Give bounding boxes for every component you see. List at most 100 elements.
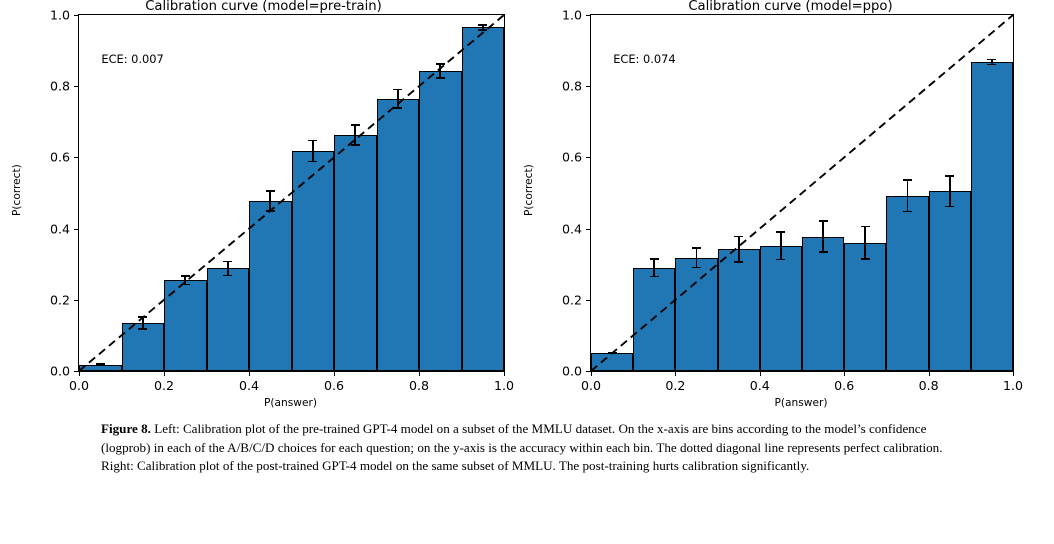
error-bar-cap-bottom bbox=[818, 251, 828, 254]
x-tick-mark bbox=[675, 371, 677, 376]
y-axis-label: P(correct) bbox=[11, 164, 23, 216]
error-bar-cap-bottom bbox=[138, 328, 148, 330]
y-tick-mark bbox=[585, 371, 590, 373]
y-tick-mark bbox=[73, 299, 78, 301]
plot-area-ppo bbox=[590, 14, 1014, 372]
error-bar-cap-top bbox=[903, 179, 912, 182]
error-bar-cap-top bbox=[180, 275, 190, 277]
y-tick-label: 0.4 bbox=[561, 221, 582, 237]
x-tick-mark bbox=[928, 371, 930, 376]
error-bar-line bbox=[864, 225, 867, 260]
x-tick-mark bbox=[249, 371, 251, 376]
x-tick-label: 0.2 bbox=[153, 378, 175, 393]
bar bbox=[928, 191, 971, 371]
x-tick-mark bbox=[1013, 371, 1015, 376]
error-bar-cap-bottom bbox=[95, 364, 105, 366]
error-bar bbox=[221, 260, 235, 277]
error-bar-cap-top bbox=[308, 139, 318, 142]
y-tick-mark bbox=[585, 157, 590, 159]
y-tick-mark bbox=[73, 15, 78, 17]
y-tick-mark bbox=[73, 157, 78, 159]
error-bar-line bbox=[481, 23, 484, 31]
error-bar-cap-bottom bbox=[903, 210, 912, 213]
chart-panel-pre-train: Calibration curve (model=pre-train) 0.0 0… bbox=[0, 0, 527, 410]
ece-annotation: ECE: 0.074 bbox=[613, 52, 676, 67]
error-bar-cap-top bbox=[350, 124, 360, 126]
error-bar-cap-bottom bbox=[987, 63, 997, 66]
x-tick-label: 0.8 bbox=[918, 378, 939, 393]
error-bar bbox=[93, 363, 107, 366]
error-bar-cap-bottom bbox=[180, 283, 190, 286]
x-tick-mark bbox=[591, 371, 593, 376]
y-tick-label: 0.0 bbox=[49, 363, 70, 379]
y-tick-mark bbox=[585, 228, 590, 230]
y-tick-mark bbox=[585, 15, 590, 17]
error-bar-cap-bottom bbox=[223, 274, 233, 277]
bar bbox=[675, 257, 718, 371]
x-tick-mark bbox=[504, 371, 506, 376]
y-tick-label: 0.8 bbox=[49, 78, 70, 94]
error-bar-line bbox=[141, 316, 144, 330]
error-bar-line bbox=[439, 63, 442, 79]
error-bar-line bbox=[653, 258, 656, 278]
error-bar bbox=[348, 124, 362, 146]
x-tick-label: 0.0 bbox=[68, 378, 90, 393]
error-bar-line bbox=[354, 124, 357, 146]
y-tick-mark bbox=[585, 86, 590, 88]
error-bar-line bbox=[226, 260, 229, 277]
bar bbox=[633, 267, 676, 371]
error-bar-line bbox=[822, 220, 824, 254]
y-tick-label: 0.6 bbox=[561, 149, 582, 165]
error-bar bbox=[647, 258, 661, 278]
x-tick-label: 0.0 bbox=[580, 378, 602, 393]
bar bbox=[970, 62, 1013, 371]
figure-caption: Figure 8. Left: Calibration plot of the … bbox=[101, 420, 953, 476]
bar bbox=[461, 27, 504, 371]
bar bbox=[844, 242, 887, 371]
error-bar-line bbox=[269, 190, 272, 212]
error-bar-cap-top bbox=[945, 175, 955, 177]
error-bar-line bbox=[906, 179, 909, 213]
perfect-calibration-diagonal bbox=[590, 14, 1014, 372]
error-bar bbox=[901, 179, 915, 213]
perfect-calibration-diagonal bbox=[78, 14, 505, 372]
error-bar bbox=[178, 275, 192, 286]
figure-caption-label: Figure 8. bbox=[101, 421, 151, 436]
bar bbox=[802, 236, 845, 371]
error-bar-cap-top bbox=[435, 63, 445, 65]
chart-panel-ppo: Calibration curve (model=ppo) 0.0 0.2 0.4 0… bbox=[523, 0, 1054, 410]
error-bar bbox=[774, 231, 788, 261]
error-bar-cap-top bbox=[818, 220, 828, 223]
x-tick-mark bbox=[419, 371, 421, 376]
x-tick-label: 0.6 bbox=[834, 378, 855, 393]
x-axis-label: P(answer) bbox=[774, 397, 828, 409]
error-bar-cap-bottom bbox=[478, 29, 488, 31]
y-axis-label: P(correct) bbox=[523, 164, 535, 216]
error-bar-cap-bottom bbox=[692, 266, 701, 269]
error-bar-line bbox=[948, 175, 951, 208]
figure-caption-text: Left: Calibration plot of the pre-traine… bbox=[101, 421, 943, 473]
y-tick-label: 0.2 bbox=[49, 292, 70, 308]
error-bar bbox=[732, 235, 746, 263]
plot-inner-pre-train bbox=[78, 14, 505, 372]
figure-8: Calibration curve (model=pre-train) 0.0 0… bbox=[0, 0, 1054, 410]
error-bar bbox=[476, 23, 490, 31]
y-tick-mark bbox=[73, 86, 78, 88]
error-bar-cap-bottom bbox=[308, 160, 318, 163]
error-bar-cap-bottom bbox=[649, 275, 659, 278]
y-tick-mark bbox=[73, 228, 78, 230]
x-tick-label: 1.0 bbox=[1002, 378, 1024, 393]
y-tick-label: 0.6 bbox=[49, 149, 70, 165]
error-bar-cap-top bbox=[776, 231, 786, 233]
x-axis-label: P(answer) bbox=[264, 397, 317, 409]
ece-annotation: ECE: 0.007 bbox=[101, 52, 164, 67]
error-bar bbox=[816, 220, 830, 254]
y-tick-label: 1.0 bbox=[49, 7, 70, 23]
x-tick-label: 0.2 bbox=[665, 378, 686, 393]
error-bar-cap-top bbox=[860, 225, 870, 228]
error-bar bbox=[391, 88, 405, 109]
error-bar-cap-bottom bbox=[945, 205, 955, 208]
error-bar-cap-top bbox=[987, 58, 997, 61]
error-bar bbox=[985, 58, 999, 66]
y-tick-label: 0.8 bbox=[561, 78, 582, 94]
